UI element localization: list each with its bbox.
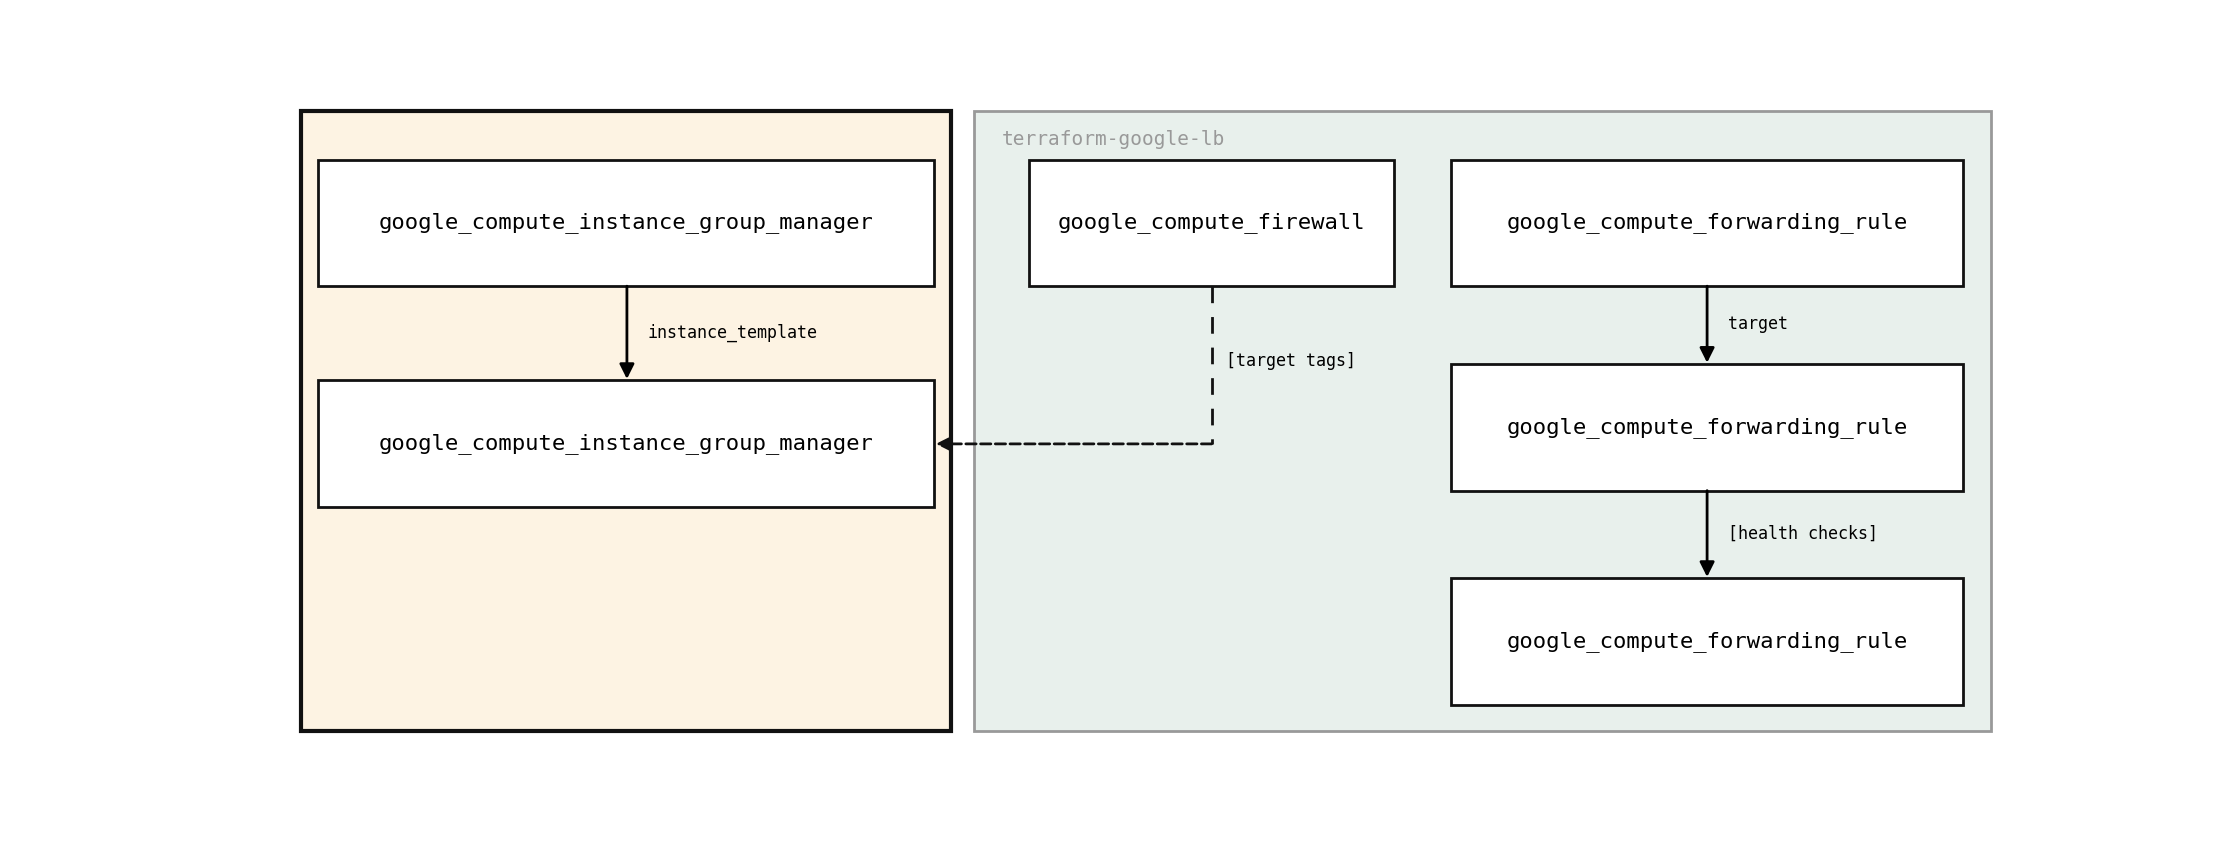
FancyBboxPatch shape <box>318 159 934 286</box>
FancyBboxPatch shape <box>974 111 1990 731</box>
Text: instance_template: instance_template <box>647 324 817 341</box>
FancyBboxPatch shape <box>318 380 934 507</box>
Text: google_compute_forwarding_rule: google_compute_forwarding_rule <box>1507 212 1908 234</box>
FancyBboxPatch shape <box>300 111 952 731</box>
Text: google_compute_forwarding_rule: google_compute_forwarding_rule <box>1507 417 1908 438</box>
Text: google_compute_firewall: google_compute_firewall <box>1057 212 1366 234</box>
Text: [target tags]: [target tags] <box>1225 352 1355 370</box>
FancyBboxPatch shape <box>1451 364 1964 491</box>
Text: google_compute_instance_group_manager: google_compute_instance_group_manager <box>378 433 873 454</box>
Text: terraform-google-lb: terraform-google-lb <box>1001 131 1225 149</box>
Text: google_compute_instance_group_manager: google_compute_instance_group_manager <box>378 212 873 234</box>
Text: google_compute_forwarding_rule: google_compute_forwarding_rule <box>1507 631 1908 652</box>
FancyBboxPatch shape <box>1451 159 1964 286</box>
FancyBboxPatch shape <box>1451 578 1964 705</box>
Text: target: target <box>1729 315 1789 334</box>
Text: [health checks]: [health checks] <box>1729 525 1879 543</box>
FancyBboxPatch shape <box>1030 159 1395 286</box>
